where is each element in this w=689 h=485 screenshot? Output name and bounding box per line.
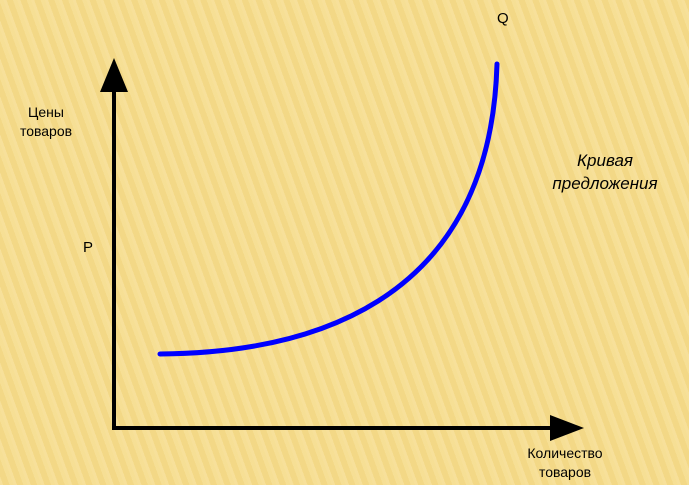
x-axis-label-line1: Количество xyxy=(527,445,603,461)
x-axis-arrowhead xyxy=(550,415,584,441)
y-axis-label: Цены товаров xyxy=(14,103,78,141)
y-axis-label-line2: товаров xyxy=(19,123,73,139)
y-axis-label-line1: Цены xyxy=(28,104,64,120)
curve-label: Кривая предложения xyxy=(530,149,680,195)
curve-end-label-q: Q xyxy=(497,10,509,27)
x-axis-label: Количество товаров xyxy=(515,444,615,482)
supply-curve xyxy=(157,61,500,357)
price-label-p: P xyxy=(83,239,94,256)
curve-label-line1: Кривая xyxy=(577,151,633,170)
curve-label-line2: предложения xyxy=(552,174,658,193)
y-axis-arrowhead xyxy=(100,58,128,92)
x-axis-label-line2: товаров xyxy=(538,464,592,480)
